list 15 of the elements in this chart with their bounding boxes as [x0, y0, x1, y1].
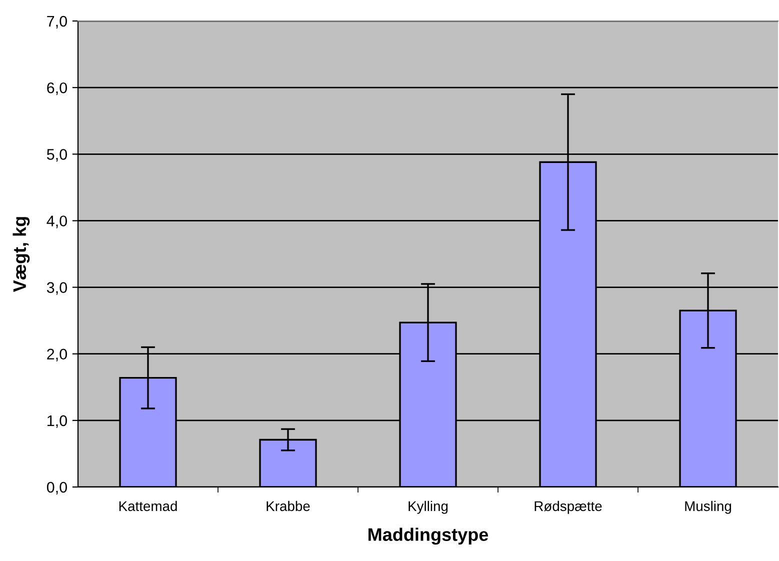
x-axis-title: Maddingstype — [368, 528, 488, 545]
y-tick-label: 0,0 — [46, 482, 67, 494]
x-tick-label: Musling — [685, 500, 732, 514]
y-tick-label: 5,0 — [46, 149, 67, 162]
x-tick-label: Kylling — [408, 500, 448, 514]
y-tick-label: 1,0 — [48, 415, 67, 428]
y-axis-title: Vægt, kg — [12, 217, 30, 292]
x-tick-label: Rødspætte — [534, 500, 602, 514]
y-tick-label: 6,0 — [47, 82, 67, 96]
y-tick-label: 2,0 — [47, 348, 67, 362]
y-tick-label: 4,0 — [46, 216, 67, 228]
x-tick-label: Krabbe — [266, 500, 310, 512]
x-tick-label: Kattemad — [119, 500, 177, 512]
y-tick-label: 3,0 — [46, 282, 67, 295]
y-tick-label: 7,0 — [47, 16, 67, 28]
